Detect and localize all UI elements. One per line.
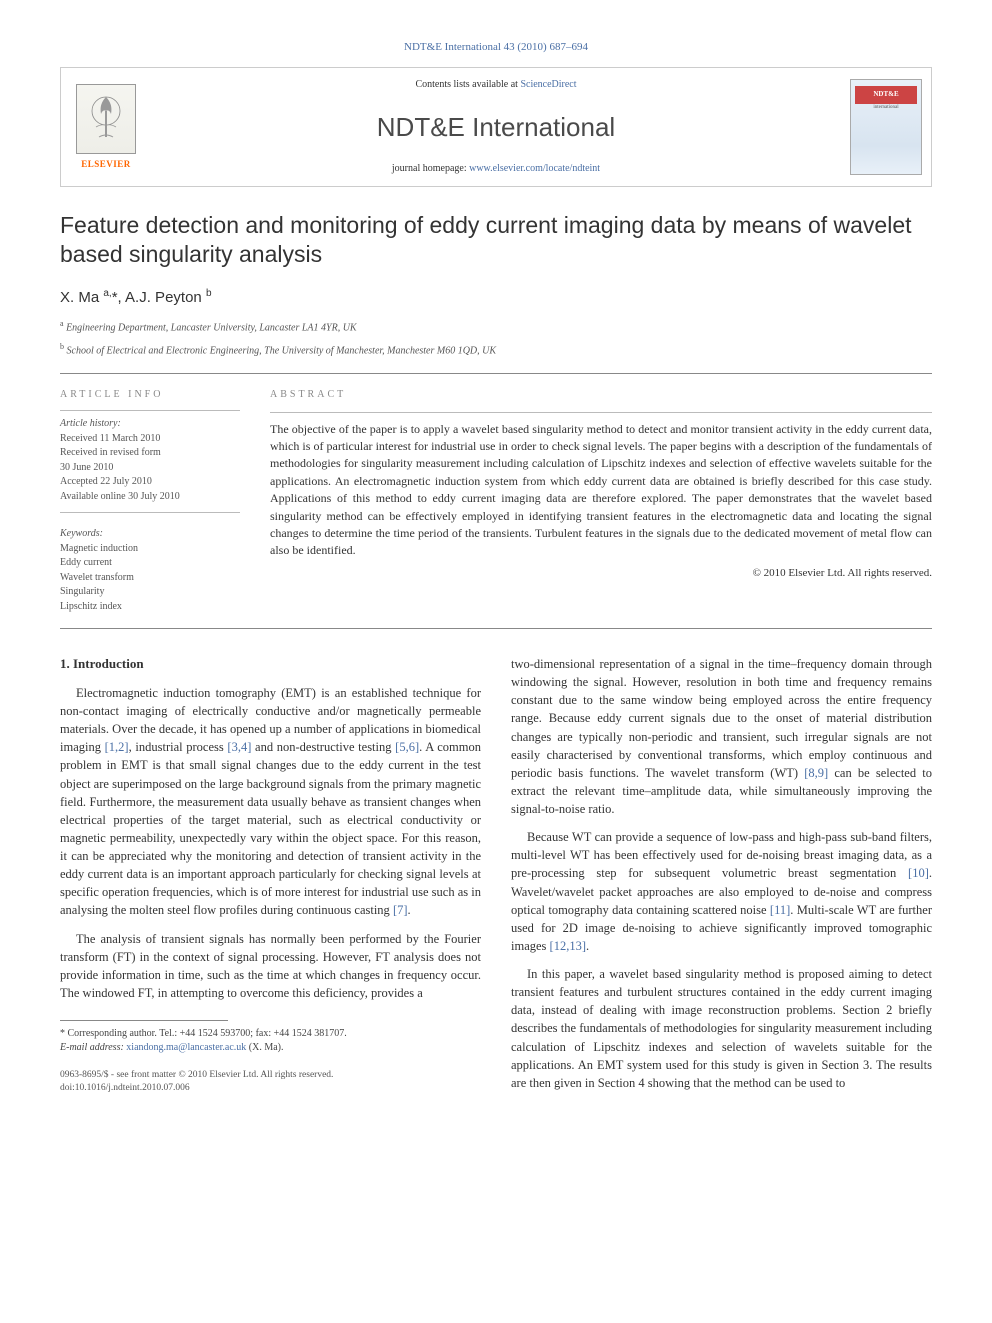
citation-link[interactable]: [8,9] [804,766,828,780]
abstract-text: The objective of the paper is to apply a… [270,421,932,560]
journal-header: ELSEVIER Contents lists available at Sci… [60,67,932,187]
history-label: Article history: [60,417,240,432]
citation-link[interactable]: [3,4] [227,740,251,754]
history-item: Received in revised form [60,446,240,461]
corresponding-author-note: * Corresponding author. Tel.: +44 1524 5… [60,1027,481,1041]
contents-line: Contents lists available at ScienceDirec… [415,78,576,92]
keywords-label: Keywords: [60,527,240,542]
keyword: Lipschitz index [60,600,240,615]
doi-line: doi:10.1016/j.ndteint.2010.07.006 [60,1082,481,1095]
article-title: Feature detection and monitoring of eddy… [60,211,932,269]
abstract-copyright: © 2010 Elsevier Ltd. All rights reserved… [270,566,932,581]
footnote-divider [60,1020,228,1021]
cover-image: NDT&E international [850,79,922,175]
header-center: Contents lists available at ScienceDirec… [151,68,841,186]
author-list: X. Ma a,*, A.J. Peyton b [60,287,932,308]
article-info-block: ARTICLE INFO Article history: Received 1… [60,388,240,615]
affiliations: a Engineering Department, Lancaster Univ… [60,318,932,359]
elsevier-tree-icon [76,84,136,154]
section-1-heading: 1. Introduction [60,655,481,674]
keyword: Magnetic induction [60,542,240,557]
divider [60,512,240,513]
keyword: Singularity [60,585,240,600]
paragraph: two-dimensional representation of a sign… [511,655,932,818]
cover-subtitle: international [855,104,917,111]
citation-link[interactable]: [10] [908,866,929,880]
issn-line: 0963-8695/$ - see front matter © 2010 El… [60,1069,481,1082]
history-item: 30 June 2010 [60,461,240,476]
column-left: 1. Introduction Electromagnetic inductio… [60,655,481,1102]
keyword: Eddy current [60,556,240,571]
cover-thumbnail: NDT&E international [841,68,931,186]
affil-sup: a [60,319,64,328]
sciencedirect-link[interactable]: ScienceDirect [520,79,576,90]
homepage-prefix: journal homepage: [392,163,469,174]
cover-banner: NDT&E [855,86,917,104]
citation-link[interactable]: [12,13] [550,939,586,953]
divider [270,412,932,413]
divider [60,373,932,374]
running-citation: NDT&E International 43 (2010) 687–694 [60,40,932,55]
citation-link[interactable]: [5,6] [395,740,419,754]
citation-link[interactable]: [11] [770,903,790,917]
journal-name: NDT&E International [377,109,615,145]
email-label: E-mail address: [60,1042,124,1053]
body-columns: 1. Introduction Electromagnetic inductio… [60,655,932,1102]
affil-sup: b [60,342,64,351]
paragraph: The analysis of transient signals has no… [60,930,481,1003]
column-right: two-dimensional representation of a sign… [511,655,932,1102]
affiliation-a: a Engineering Department, Lancaster Univ… [60,318,932,335]
homepage-link[interactable]: www.elsevier.com/locate/ndteint [469,163,600,174]
keyword: Wavelet transform [60,571,240,586]
publisher-logo-box: ELSEVIER [61,68,151,186]
bottom-meta: 0963-8695/$ - see front matter © 2010 El… [60,1069,481,1095]
citation-link[interactable]: [7] [393,903,408,917]
history-item: Received 11 March 2010 [60,432,240,447]
history-item: Available online 30 July 2010 [60,490,240,505]
paragraph: Because WT can provide a sequence of low… [511,828,932,955]
abstract-heading: ABSTRACT [270,388,932,402]
contents-prefix: Contents lists available at [415,79,520,90]
divider [60,410,240,411]
email-who: (X. Ma). [249,1042,284,1053]
email-line: E-mail address: xiandong.ma@lancaster.ac… [60,1041,481,1055]
divider [60,628,932,629]
citation-link[interactable]: [1,2] [105,740,129,754]
paragraph: In this paper, a wavelet based singulari… [511,965,932,1092]
email-link[interactable]: xiandong.ma@lancaster.ac.uk [126,1042,246,1053]
meta-row: ARTICLE INFO Article history: Received 1… [60,388,932,615]
affil-text: School of Electrical and Electronic Engi… [67,346,497,357]
history-item: Accepted 22 July 2010 [60,475,240,490]
paragraph: Electromagnetic induction tomography (EM… [60,684,481,920]
affiliation-b: b School of Electrical and Electronic En… [60,341,932,358]
homepage-line: journal homepage: www.elsevier.com/locat… [392,162,600,176]
article-info-heading: ARTICLE INFO [60,388,240,403]
publisher-name: ELSEVIER [81,158,131,171]
abstract-block: ABSTRACT The objective of the paper is t… [270,388,932,615]
affil-text: Engineering Department, Lancaster Univer… [66,322,357,333]
